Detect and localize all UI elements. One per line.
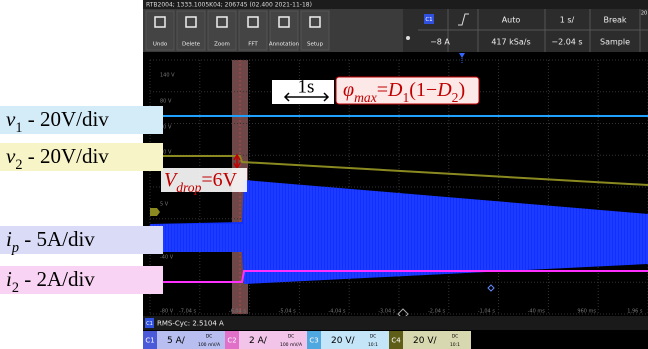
- text-segment: =6V: [201, 169, 237, 191]
- x-label: -2,04 s: [428, 309, 446, 315]
- toolbar-label: Zoom: [214, 42, 230, 48]
- trigger-acquisition: Sample: [600, 38, 630, 47]
- text-segment: D: [387, 79, 403, 101]
- x-label: -40 ms: [528, 309, 546, 315]
- text-segment: p: [11, 240, 19, 256]
- text-segment: drop: [176, 180, 201, 195]
- toolbar-dot: [406, 36, 410, 40]
- channel-probe: 10:1: [368, 342, 378, 348]
- channel-scale: 2 A/: [249, 336, 268, 346]
- screenshot: RTB2004; 1333.1005K04; 206745 (02.400 20…: [0, 0, 648, 349]
- channel-scale: 20 V/: [413, 336, 437, 346]
- x-label: -7,04 s: [179, 309, 197, 315]
- text-segment: =: [377, 79, 388, 101]
- channel-coupling: DC: [288, 334, 295, 340]
- text-segment: - 20V/div: [22, 107, 109, 131]
- y-label: -80 V: [160, 309, 174, 315]
- text-segment: 2: [15, 157, 22, 173]
- measurement-text: RMS-Cyc: 2.5104 A: [157, 320, 224, 328]
- y-label: -40 V: [160, 255, 174, 261]
- trigger-action: Break: [603, 16, 626, 25]
- text-segment: 1: [15, 120, 22, 136]
- channel-scale: 5 A/: [167, 336, 186, 346]
- x-label: -5,04 s: [279, 309, 297, 315]
- text-segment: 1: [402, 90, 409, 105]
- toolbar-label: Delete: [182, 42, 201, 48]
- toolbar-label: Annotation: [269, 42, 300, 48]
- channel-coupling: DC: [370, 334, 377, 340]
- toolbar-label: Setup: [307, 42, 324, 48]
- x-label: 960 ms: [577, 309, 596, 315]
- text-segment: ): [458, 79, 465, 101]
- x-label: -1,04 s: [478, 309, 496, 315]
- trigger-rate: 417 kSa/s: [491, 38, 530, 47]
- header-title: RTB2004; 1333.1005K04; 206745 (02.400 20…: [146, 2, 312, 9]
- trigger-position: −2.04 s: [551, 38, 582, 47]
- channel-coupling: DC: [206, 334, 213, 340]
- text-segment: (1−: [409, 79, 437, 101]
- text-segment: max: [354, 90, 377, 105]
- x-label: -6,04 s: [229, 309, 247, 315]
- text-segment: - 2A/div: [19, 267, 95, 291]
- channel-probe: 100 mV/A: [280, 342, 303, 348]
- channel-name: C2: [227, 337, 236, 345]
- measurement-badge-text: C1: [146, 321, 153, 327]
- time-scale: 1s: [298, 76, 315, 97]
- channel-name: C1: [145, 337, 154, 345]
- x-label: -3,04 s: [378, 309, 396, 315]
- trigger-timebase: 1 s/: [560, 16, 575, 25]
- x-label: -4,04 s: [328, 309, 346, 315]
- x-label: 1,96 s: [627, 309, 643, 315]
- trigger-level: −8 A: [430, 38, 450, 47]
- channel-coupling: DC: [452, 334, 459, 340]
- y-label: 5 V: [160, 202, 169, 208]
- trigger-extra: 20: [641, 11, 647, 17]
- toolbar-label: FFT: [248, 42, 258, 48]
- text-segment: - 5A/div: [19, 227, 95, 251]
- channel-scale: 20 V/: [331, 336, 355, 346]
- y-label: 140 V: [160, 73, 175, 79]
- text-segment: φ: [343, 79, 354, 101]
- trigger-mode: Auto: [502, 16, 521, 25]
- channel-probe: 10:1: [450, 342, 460, 348]
- channel-name: C3: [309, 337, 318, 345]
- channel-probe: 100 mV/A: [198, 342, 221, 348]
- toolbar-label: Undo: [153, 42, 168, 48]
- trigger-source: C1: [425, 17, 432, 23]
- channel-name: C4: [391, 337, 401, 345]
- text-segment: D: [436, 79, 452, 101]
- y-label: 80 V: [160, 99, 172, 105]
- text-segment: - 20V/div: [22, 144, 109, 168]
- text-segment: 2: [12, 280, 19, 296]
